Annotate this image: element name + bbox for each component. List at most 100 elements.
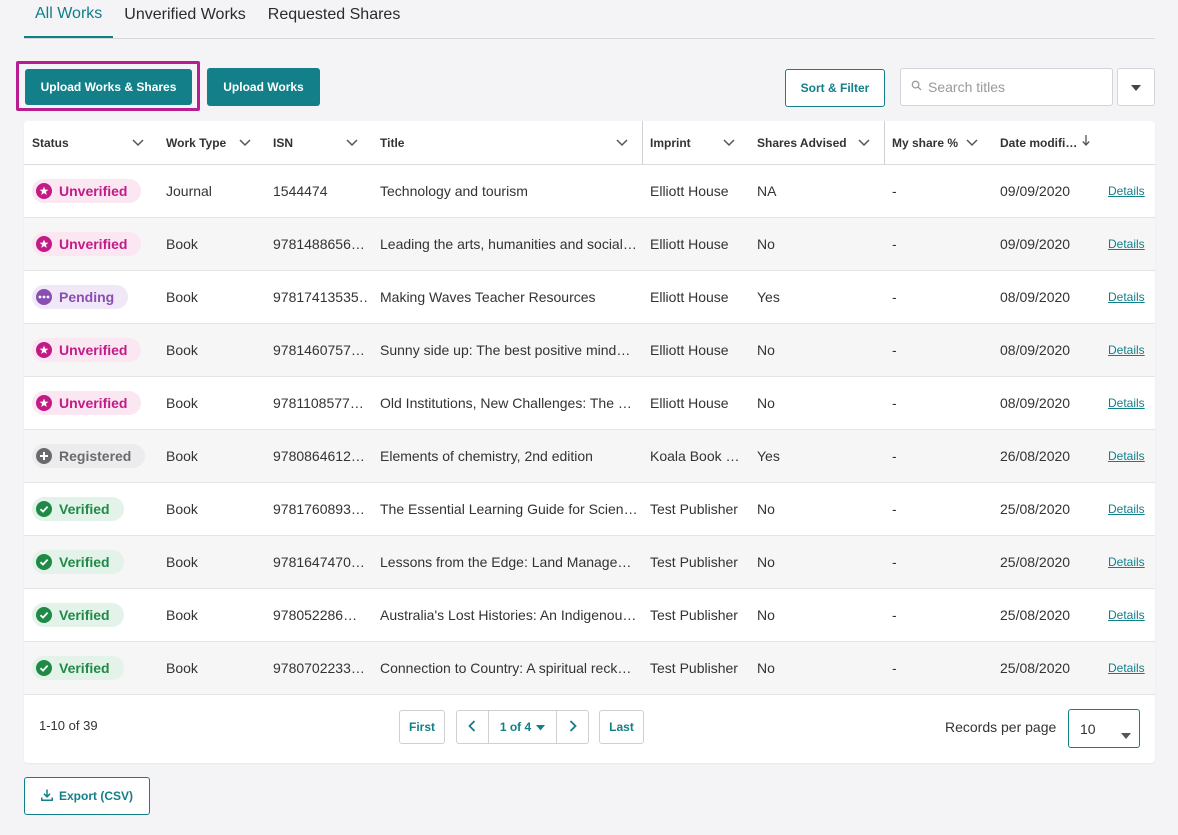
download-icon — [41, 789, 53, 804]
tab-requested-shares[interactable]: Requested Shares — [267, 5, 401, 23]
header-date-modified[interactable]: Date modifi… — [1000, 121, 1091, 165]
header-status[interactable]: Status — [32, 121, 156, 165]
status-label: Registered — [59, 448, 132, 464]
table-row[interactable]: Verified Book 9781760893… The Essential Lea… — [24, 483, 1155, 536]
status-cell: Verified — [32, 483, 124, 535]
status-cell: Unverified — [32, 218, 142, 270]
search-input[interactable] — [928, 79, 1098, 95]
header-title[interactable]: Title — [380, 121, 404, 165]
details-link[interactable]: Details — [1108, 237, 1145, 251]
records-per-page-label: Records per page — [945, 719, 1057, 735]
status-cell: Verified — [32, 589, 124, 641]
shares-advised-cell: No — [757, 236, 775, 252]
upload-works-button[interactable]: Upload Works — [207, 68, 320, 106]
title-cell: Making Waves Teacher Resources — [380, 289, 596, 305]
check-circle-icon — [36, 660, 52, 676]
title-cell: Sunny side up: The best positive mind… — [380, 342, 631, 358]
header-work-type[interactable]: Work Type — [166, 121, 226, 165]
details-cell: Details — [1108, 271, 1145, 323]
table-row[interactable]: Unverified Book 9781488656… Leading the art… — [24, 218, 1155, 271]
chevron-down-icon[interactable] — [239, 121, 251, 165]
table-row[interactable]: Verified Book 9780702233… Connection to Cou… — [24, 642, 1155, 695]
chevron-down-icon[interactable] — [616, 121, 628, 165]
details-link[interactable]: Details — [1108, 555, 1145, 569]
details-link[interactable]: Details — [1108, 396, 1145, 410]
search-field[interactable] — [900, 68, 1113, 106]
first-page-button[interactable]: First — [399, 710, 445, 744]
upload-works-shares-button[interactable]: Upload Works & Shares — [25, 69, 192, 105]
details-cell: Details — [1108, 430, 1145, 482]
star-circle-icon — [36, 342, 52, 358]
date-modified-cell: 08/09/2020 — [1000, 289, 1071, 305]
tab-unverified-works[interactable]: Unverified Works — [124, 5, 246, 23]
details-link[interactable]: Details — [1108, 343, 1145, 357]
details-link[interactable]: Details — [1108, 184, 1145, 198]
table-row[interactable]: Unverified Journal 1544474 Technology and t… — [24, 165, 1155, 218]
tab-all-works[interactable]: All Works — [24, 0, 114, 38]
work-type-cell: Book — [166, 448, 198, 464]
work-type-cell: Journal — [166, 183, 212, 199]
details-cell: Details — [1108, 483, 1145, 535]
header-shares-advised[interactable]: Shares Advised — [757, 121, 847, 165]
status-cell: Registered — [32, 430, 146, 482]
table-row[interactable]: Unverified Book 9781108577… Old Institution… — [24, 377, 1155, 430]
header-my-share[interactable]: My share % — [892, 121, 958, 165]
column-divider[interactable] — [642, 121, 643, 165]
date-modified-cell: 26/08/2020 — [1000, 448, 1071, 464]
chevron-down-icon[interactable] — [858, 121, 870, 165]
page-select[interactable]: 1 of 4 — [489, 711, 556, 743]
work-type-cell: Book — [166, 342, 198, 358]
shares-advised-cell: Yes — [757, 289, 780, 305]
title-cell: Lessons from the Edge: Land Manage… — [380, 554, 632, 570]
next-page-button[interactable] — [556, 711, 588, 743]
chevron-down-icon[interactable] — [132, 121, 144, 165]
last-page-button[interactable]: Last — [599, 710, 644, 744]
details-link[interactable]: Details — [1108, 449, 1145, 463]
header-imprint[interactable]: Imprint — [650, 121, 691, 165]
shares-advised-cell: No — [757, 660, 775, 676]
isn-cell: 97817413535… — [273, 289, 369, 305]
imprint-cell: Test Publisher — [650, 501, 738, 517]
table-row[interactable]: Pending Book 97817413535… Making Waves Teac… — [24, 271, 1155, 324]
shares-advised-cell: No — [757, 554, 775, 570]
isn-cell: 9781488656… — [273, 236, 365, 252]
sort-filter-button[interactable]: Sort & Filter — [785, 69, 885, 107]
caret-down-icon — [1121, 726, 1131, 742]
isn-cell: 978052286… — [273, 607, 358, 623]
details-link[interactable]: Details — [1108, 661, 1145, 675]
table-row[interactable]: Registered Book 9780864612… Elements of che… — [24, 430, 1155, 483]
sort-descending-icon — [1082, 134, 1091, 149]
more-options-dropdown[interactable] — [1117, 68, 1155, 106]
my-share-cell: - — [892, 395, 897, 411]
title-cell: Old Institutions, New Challenges: The … — [380, 395, 632, 411]
column-divider[interactable] — [884, 121, 885, 165]
header-isn[interactable]: ISN — [273, 121, 293, 165]
work-type-cell: Book — [166, 289, 198, 305]
imprint-cell: Koala Book … — [650, 448, 740, 464]
chevron-down-icon[interactable] — [346, 121, 358, 165]
title-cell: Elements of chemistry, 2nd edition — [380, 448, 593, 464]
prev-page-button[interactable] — [457, 711, 489, 743]
shares-advised-cell: No — [757, 395, 775, 411]
isn-cell: 1544474 — [273, 183, 328, 199]
date-modified-cell: 09/09/2020 — [1000, 236, 1071, 252]
status-cell: Verified — [32, 642, 124, 694]
imprint-cell: Test Publisher — [650, 607, 738, 623]
table-row[interactable]: Unverified Book 9781460757… Sunny side up: … — [24, 324, 1155, 377]
details-cell: Details — [1108, 324, 1145, 376]
title-cell: Technology and tourism — [380, 183, 528, 199]
chevron-down-icon[interactable] — [966, 121, 978, 165]
details-link[interactable]: Details — [1108, 290, 1145, 304]
records-per-page-select[interactable]: 10 — [1068, 709, 1140, 748]
table-row[interactable]: Verified Book 978052286… Australia's Lost H… — [24, 589, 1155, 642]
details-link[interactable]: Details — [1108, 502, 1145, 516]
shares-advised-cell: No — [757, 501, 775, 517]
details-link[interactable]: Details — [1108, 608, 1145, 622]
my-share-cell: - — [892, 501, 897, 517]
table-row[interactable]: Verified Book 9781647470… Lessons from the … — [24, 536, 1155, 589]
imprint-cell: Elliott House — [650, 342, 729, 358]
my-share-cell: - — [892, 448, 897, 464]
chevron-down-icon[interactable] — [723, 121, 735, 165]
status-badge: Verified — [32, 497, 124, 521]
export-csv-button[interactable]: Export (CSV) — [24, 777, 150, 815]
